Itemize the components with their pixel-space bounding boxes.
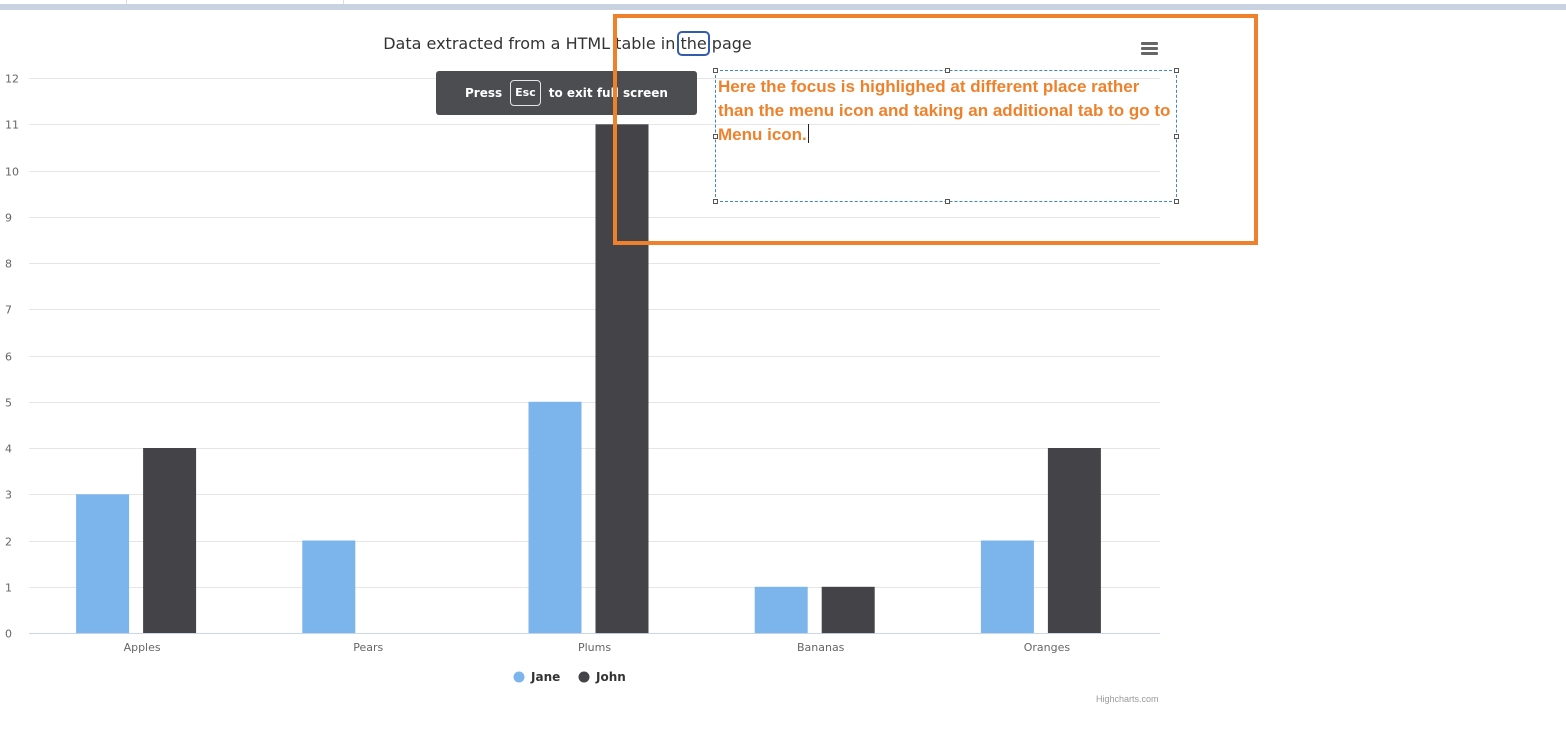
annotation-note: Here the focus is highlighed at differen… — [718, 75, 1172, 147]
resize-handle[interactable] — [1174, 134, 1179, 139]
legend-label: Jane — [530, 670, 560, 684]
x-tick-label: Pears — [353, 641, 383, 654]
toast-message: to exit full screen — [548, 86, 668, 100]
y-tick-label: 4 — [5, 443, 12, 456]
x-axis-tick-labels: Apples Pears Plums Bananas Oranges — [124, 641, 1071, 654]
annotation-note-text: Here the focus is highlighed at differen… — [718, 77, 1171, 144]
y-tick-label: 11 — [5, 119, 19, 132]
bar-john-bananas[interactable] — [821, 586, 875, 634]
x-tick-label: Plums — [578, 641, 611, 654]
chart-title-focused-word[interactable]: the — [677, 31, 710, 56]
x-tick-label: Apples — [124, 641, 161, 654]
hamburger-menu-icon[interactable] — [1141, 42, 1159, 56]
chart-credits[interactable]: Highcharts.com — [1096, 694, 1159, 704]
toast-press: Press — [465, 86, 503, 100]
resize-handle[interactable] — [1174, 68, 1179, 73]
bar-john-plums[interactable] — [595, 124, 649, 634]
x-tick-label: Oranges — [1024, 641, 1071, 654]
y-tick-label: 2 — [5, 536, 12, 549]
legend: Jane John — [513, 670, 626, 684]
y-tick-label: 10 — [5, 166, 19, 179]
bar-jane-oranges[interactable] — [980, 540, 1034, 634]
bar-john-oranges[interactable] — [1047, 448, 1101, 633]
chart-title-start: Data extracted from a HTML table in — [383, 34, 681, 53]
chart-title: Data extracted from a HTML table in the … — [0, 31, 1135, 56]
x-tick-label: Bananas — [797, 641, 845, 654]
browser-top-strip — [0, 0, 1566, 10]
fullscreen-toast: Press Esc to exit full screen — [436, 71, 697, 115]
legend-marker — [513, 671, 525, 683]
bars — [76, 124, 1101, 634]
y-tick-label: 7 — [5, 304, 12, 317]
gridlines — [29, 78, 1160, 634]
bar-jane-plums[interactable] — [528, 401, 582, 634]
resize-handle[interactable] — [1174, 199, 1179, 204]
y-tick-label: 9 — [5, 212, 12, 225]
legend-item-john[interactable]: John — [578, 670, 626, 684]
esc-key-badge: Esc — [510, 80, 541, 106]
legend-marker — [578, 671, 590, 683]
text-caret — [807, 124, 809, 143]
y-tick-label: 12 — [5, 73, 19, 86]
resize-handle[interactable] — [713, 68, 718, 73]
resize-handle[interactable] — [945, 68, 950, 73]
chart-title-end: page — [706, 34, 752, 53]
bar-jane-apples[interactable] — [76, 494, 130, 634]
y-tick-label: 5 — [5, 397, 12, 410]
resize-handle[interactable] — [945, 199, 950, 204]
bar-john-apples[interactable] — [143, 448, 197, 633]
y-tick-label: 3 — [5, 489, 12, 502]
legend-item-jane[interactable]: Jane — [513, 670, 561, 684]
legend-label: John — [595, 670, 626, 684]
y-tick-label: 6 — [5, 351, 12, 364]
resize-handle[interactable] — [713, 199, 718, 204]
y-tick-label: 0 — [5, 628, 12, 641]
bar-jane-bananas[interactable] — [754, 586, 808, 634]
resize-handle[interactable] — [713, 134, 718, 139]
y-tick-label: 8 — [5, 258, 12, 271]
bar-jane-pears[interactable] — [302, 540, 356, 634]
y-tick-label: 1 — [5, 582, 12, 595]
annotation-note-box[interactable]: Here the focus is highlighed at differen… — [713, 68, 1179, 204]
